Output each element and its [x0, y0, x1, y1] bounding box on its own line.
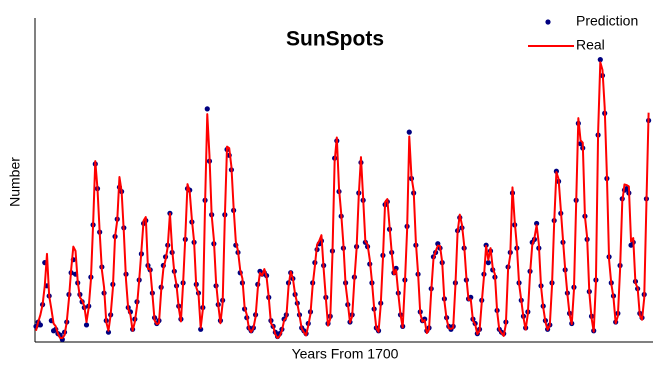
data-line: [35, 61, 650, 339]
x-axis-label: Years From 1700: [292, 346, 399, 362]
chart-title: SunSpots: [286, 28, 384, 51]
legend-label: Prediction: [576, 13, 638, 29]
data-point: [485, 260, 491, 266]
legend-marker: [545, 19, 551, 25]
data-point: [204, 106, 210, 112]
legend: Prediction Real: [528, 13, 638, 53]
data-point: [37, 322, 43, 328]
data-point: [83, 322, 90, 328]
data-point: [105, 329, 112, 335]
data-point: [393, 265, 399, 271]
data-point: [597, 57, 603, 63]
plot-area: [33, 57, 652, 343]
data-point: [406, 129, 412, 135]
data-point: [534, 220, 540, 227]
data-point: [198, 326, 204, 332]
legend-label: Real: [576, 37, 605, 53]
y-axis-label: Number: [7, 157, 23, 207]
